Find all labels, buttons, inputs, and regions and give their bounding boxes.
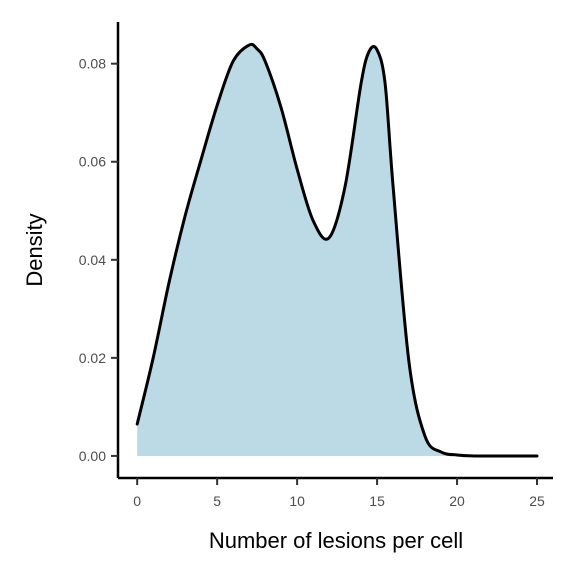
x-tick-label: 20	[449, 493, 465, 509]
x-axis-title: Number of lesions per cell	[209, 528, 463, 553]
x-tick-label: 25	[529, 493, 545, 509]
x-tick-label: 0	[133, 493, 141, 509]
x-tick-label: 15	[369, 493, 385, 509]
y-axis-title: Density	[22, 213, 47, 286]
y-tick-label: 0.00	[79, 448, 106, 464]
density-line	[135, 42, 539, 458]
x-tick-label: 5	[213, 493, 221, 509]
x-tick-label: 10	[289, 493, 305, 509]
y-axis-ticks: 0.00 0.02 0.04 0.06 0.08	[79, 56, 118, 464]
y-tick-label: 0.02	[79, 350, 106, 366]
density-area	[137, 44, 458, 456]
y-tick-label: 0.08	[79, 56, 106, 72]
y-tick-label: 0.06	[79, 154, 106, 170]
y-tick-label: 0.04	[79, 252, 106, 268]
x-axis-ticks: 0 5 10 15 20 25	[133, 478, 545, 509]
